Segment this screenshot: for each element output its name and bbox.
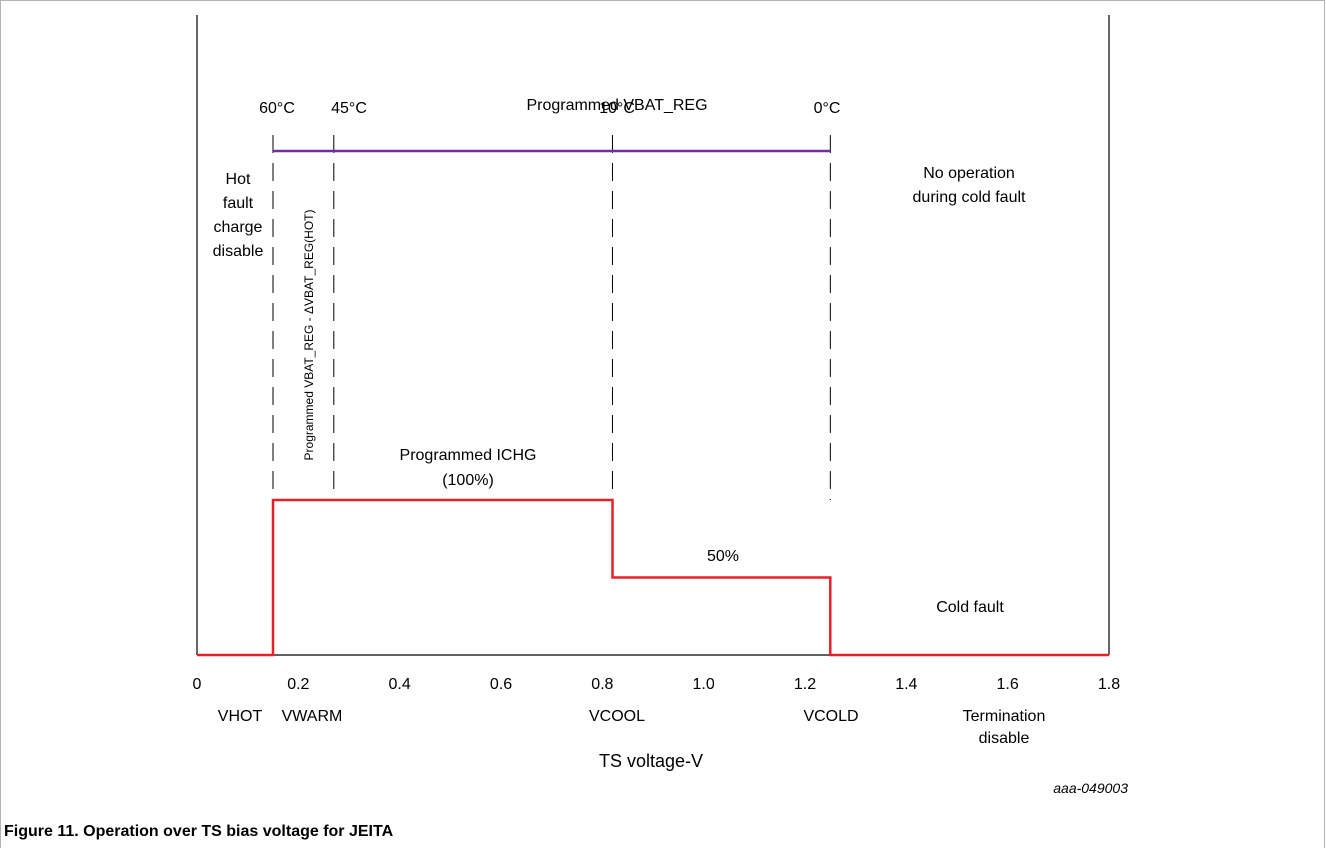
x-tick-label-7: 1.4 (895, 676, 917, 693)
vbat-reg-label: Programmed VBAT_REG (526, 97, 707, 114)
hot-fault-line1: Hot (226, 171, 251, 188)
threshold-name-0: VHOT (218, 708, 263, 725)
x-tick-label-2: 0.4 (389, 676, 411, 693)
threshold-temp-2: 10°C (599, 100, 635, 117)
threshold-name-2: VCOOL (589, 708, 645, 725)
x-tick-label-8: 1.6 (997, 676, 1019, 693)
termination-line2: disable (979, 730, 1030, 747)
x-tick-label-1: 0.2 (287, 676, 309, 693)
x-axis-label: TS voltage-V (599, 751, 703, 771)
threshold-temp-3: 0°C (814, 100, 841, 117)
jeita-chart: Programmed VBAT_REG Programmed VBAT_REG … (193, 15, 1128, 796)
cold-no-op-line1: No operation (923, 165, 1015, 182)
hot-fault-line3: charge (214, 219, 263, 236)
threshold-temp-0: 60°C (259, 100, 295, 117)
x-tick-label-4: 0.8 (591, 676, 613, 693)
hot-fault-line2: fault (223, 195, 254, 212)
cold-fault-label: Cold fault (936, 599, 1004, 616)
vbat-reg-warm-label: Programmed VBAT_REG - ΔVBAT_REG(HOT) (302, 210, 316, 461)
x-tick-label-3: 0.6 (490, 676, 512, 693)
x-tick-label-0: 0 (193, 676, 202, 693)
threshold-temp-1: 45°C (331, 100, 367, 117)
x-tick-label-5: 1.0 (693, 676, 715, 693)
cold-no-op-line2: during cold fault (913, 189, 1027, 206)
figure-caption: Figure 11. Operation over TS bias voltag… (4, 823, 394, 840)
hot-fault-line4: disable (213, 243, 264, 260)
ichg-label-line1: Programmed ICHG (400, 447, 537, 464)
threshold-name-3: VCOLD (803, 708, 858, 725)
figure-id-label: aaa-049003 (1053, 780, 1128, 796)
x-tick-label-6: 1.2 (794, 676, 816, 693)
ichg-label-line2: (100%) (442, 472, 494, 489)
x-tick-label-9: 1.8 (1098, 676, 1120, 693)
pct-50-label: 50% (707, 548, 739, 565)
termination-line1: Termination (963, 708, 1046, 725)
threshold-name-1: VWARM (282, 708, 343, 725)
ichg-series-line (197, 498, 1109, 657)
